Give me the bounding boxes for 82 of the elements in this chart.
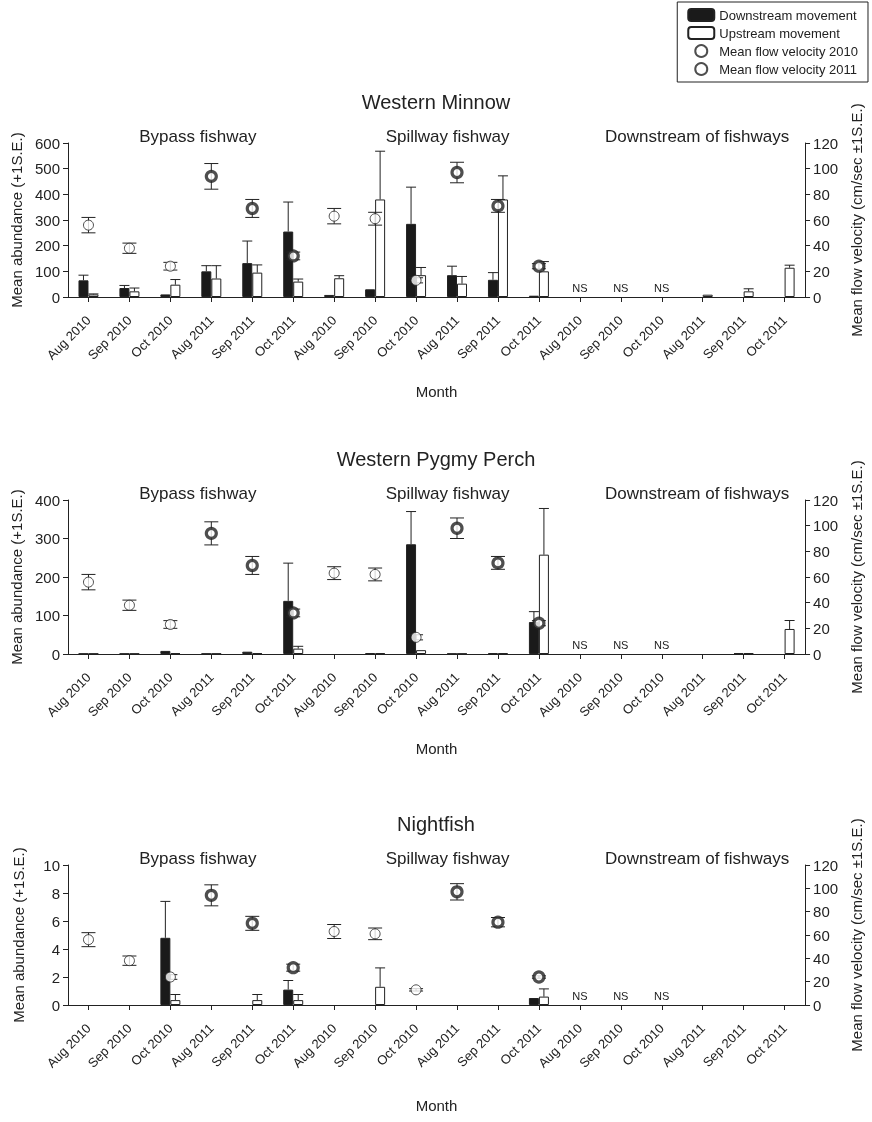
annotation: Downstream of fishways — [605, 849, 790, 868]
text: NS — [654, 989, 670, 1002]
y2-tick-label: 80 — [813, 185, 830, 203]
point — [532, 970, 546, 984]
point — [286, 961, 300, 975]
text: NS — [613, 989, 629, 1002]
chart-title: Western Pygmy Perch — [336, 448, 536, 470]
y2-tick-label: 20 — [813, 973, 830, 991]
point — [450, 165, 464, 180]
point — [204, 169, 218, 183]
annotation: Bypass fishway — [139, 127, 257, 146]
text: NS — [613, 281, 629, 294]
y-tick-label: 600 — [34, 134, 60, 152]
y2-tick-label: 0 — [813, 645, 822, 663]
y-tick-label: 100 — [34, 262, 60, 280]
y-tick-label: 200 — [34, 568, 60, 586]
y-tick-label: 100 — [34, 607, 60, 624]
legend-label: Mean flow velocity 2011 — [719, 61, 858, 77]
annotation: Bypass fishway — [139, 484, 257, 503]
y2-tick-label: 60 — [813, 568, 830, 586]
text: NS — [613, 638, 629, 651]
y-tick-label: 0 — [51, 645, 60, 663]
legend-label: Upstream movement — [719, 25, 841, 41]
text: NS — [654, 638, 670, 651]
y2-tick-label: 100 — [813, 160, 839, 178]
y2-axis-title: Mean flow velocity (cm/sec ±1S.E.) — [848, 103, 865, 337]
y2-tick-label: 0 — [813, 996, 822, 1014]
y2-tick-label: 120 — [813, 134, 839, 152]
legend-label: Mean flow velocity 2010 — [719, 43, 859, 59]
y-tick-label: 200 — [34, 237, 60, 255]
y2-tick-label: 100 — [813, 517, 839, 535]
annotation: Downstream of fishways — [605, 484, 790, 503]
y-tick-label: 4 — [51, 940, 60, 958]
chart-title: Nightfish — [397, 813, 475, 835]
y-axis-title: Mean abundance (+1S.E.) — [10, 847, 27, 1023]
text: NS — [572, 989, 588, 1002]
annotation: Spillway fishway — [385, 484, 510, 503]
y-tick-label: 500 — [34, 160, 60, 178]
y2-tick-label: 120 — [813, 856, 839, 874]
y2-tick-label: 120 — [813, 491, 839, 509]
point — [410, 631, 422, 643]
y2-tick-label: 80 — [813, 542, 830, 560]
y2-tick-label: 40 — [813, 594, 830, 612]
point — [532, 259, 546, 273]
y-axis-title: Mean abundance (+1S.E.) — [8, 132, 26, 308]
y-tick-label: 400 — [34, 491, 60, 509]
legend-label: Downstream movement — [719, 7, 857, 23]
y2-tick-label: 100 — [813, 879, 839, 897]
y2-axis-title: Mean flow velocity (cm/sec ±1S.E.) — [848, 460, 865, 694]
y-tick-label: 300 — [34, 211, 60, 229]
point — [450, 521, 464, 535]
y2-tick-label: 80 — [813, 903, 830, 921]
y-tick-label: 10 — [43, 856, 60, 874]
y2-axis-title: Mean flow velocity (cm/sec ±1S.E.) — [848, 818, 865, 1052]
y-tick-label: 8 — [51, 884, 60, 902]
y2-tick-label: 60 — [813, 926, 830, 944]
y-tick-label: 6 — [51, 912, 60, 930]
annotation: Downstream of fishways — [605, 127, 790, 146]
x-axis-title: Month — [415, 1097, 458, 1114]
y-tick-label: 400 — [34, 185, 60, 203]
y-tick-label: 300 — [34, 530, 60, 547]
x-axis-title: Month — [415, 740, 458, 757]
y-tick-label: 2 — [51, 968, 60, 986]
text: NS — [654, 281, 670, 294]
text: NS — [572, 638, 588, 651]
y-tick-label: 0 — [51, 288, 60, 306]
y2-tick-label: 20 — [813, 262, 830, 280]
text: NS — [572, 281, 588, 294]
chart-title: Western Minnow — [361, 91, 511, 113]
y-tick-label: 0 — [51, 996, 60, 1014]
y2-tick-label: 40 — [813, 949, 830, 967]
point — [204, 888, 218, 902]
annotation: Spillway fishway — [385, 127, 510, 146]
y2-tick-label: 0 — [813, 288, 822, 306]
y-axis-title: Mean abundance (+1S.E.) — [8, 489, 26, 665]
y2-tick-label: 20 — [813, 619, 830, 637]
annotation: Spillway fishway — [385, 849, 510, 868]
y2-tick-label: 60 — [813, 211, 830, 229]
point — [204, 526, 218, 540]
x-axis-title: Month — [415, 383, 458, 400]
annotation: Bypass fishway — [139, 849, 257, 868]
y2-tick-label: 40 — [813, 237, 830, 255]
